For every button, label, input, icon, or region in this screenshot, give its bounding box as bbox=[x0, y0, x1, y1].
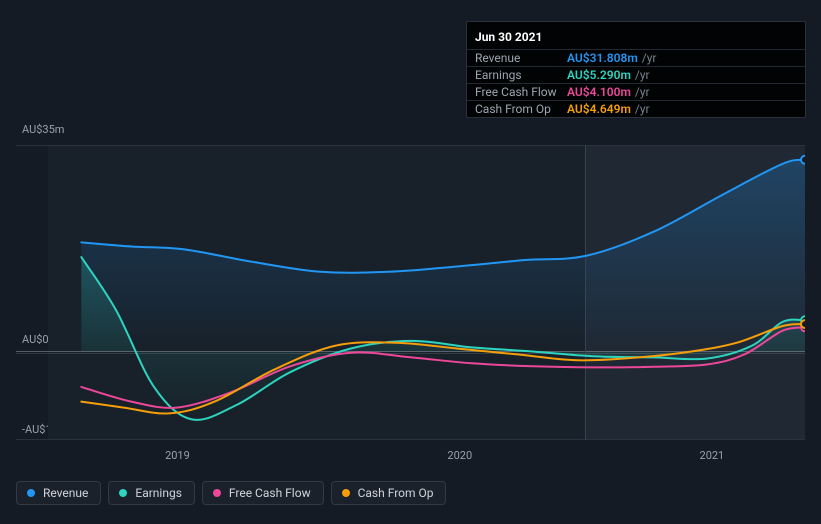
x-axis-label: 2020 bbox=[447, 449, 472, 462]
tooltip-unit: /yr bbox=[642, 50, 657, 66]
x-axis-label: 2019 bbox=[165, 449, 190, 462]
tooltip-unit: /yr bbox=[635, 84, 650, 100]
tooltip-row-earnings: Earnings AU$5.290m /yr bbox=[467, 66, 805, 83]
tooltip-row-fcf: Free Cash Flow AU$4.100m /yr bbox=[467, 83, 805, 100]
legend-item-revenue[interactable]: Revenue bbox=[16, 481, 101, 505]
legend-label: Revenue bbox=[43, 486, 88, 500]
legend-label: Free Cash Flow bbox=[229, 486, 311, 500]
legend: Revenue Earnings Free Cash Flow Cash Fro… bbox=[16, 481, 446, 505]
legend-dot bbox=[27, 489, 35, 497]
tooltip-label: Free Cash Flow bbox=[475, 84, 567, 100]
tooltip-label: Cash From Op bbox=[475, 101, 567, 117]
tooltip-unit: /yr bbox=[635, 67, 650, 83]
legend-item-earnings[interactable]: Earnings bbox=[108, 481, 195, 505]
line-chart[interactable] bbox=[16, 145, 805, 440]
tooltip-row-revenue: Revenue AU$31.808m /yr bbox=[467, 49, 805, 66]
tooltip-title: Jun 30 2021 bbox=[467, 26, 805, 49]
legend-dot bbox=[119, 489, 127, 497]
legend-label: Earnings bbox=[135, 486, 182, 500]
tooltip-row-cfo: Cash From Op AU$4.649m /yr bbox=[467, 100, 805, 117]
tooltip-value: AU$5.290m bbox=[567, 67, 631, 83]
tooltip-value: AU$4.649m bbox=[567, 101, 631, 117]
tooltip-unit: /yr bbox=[635, 101, 650, 117]
tooltip-label: Earnings bbox=[475, 67, 567, 83]
x-axis-label: 2021 bbox=[700, 449, 725, 462]
y-axis-label-max: AU$35m bbox=[22, 123, 64, 136]
tooltip-value: AU$4.100m bbox=[567, 84, 631, 100]
legend-dot bbox=[213, 489, 221, 497]
legend-label: Cash From Op bbox=[358, 486, 434, 500]
legend-item-cfo[interactable]: Cash From Op bbox=[331, 481, 447, 505]
tooltip-value: AU$31.808m bbox=[567, 50, 638, 66]
tooltip-label: Revenue bbox=[475, 50, 567, 66]
tooltip-panel: Jun 30 2021 Revenue AU$31.808m /yr Earni… bbox=[466, 21, 806, 118]
legend-dot bbox=[342, 489, 350, 497]
legend-item-fcf[interactable]: Free Cash Flow bbox=[202, 481, 324, 505]
